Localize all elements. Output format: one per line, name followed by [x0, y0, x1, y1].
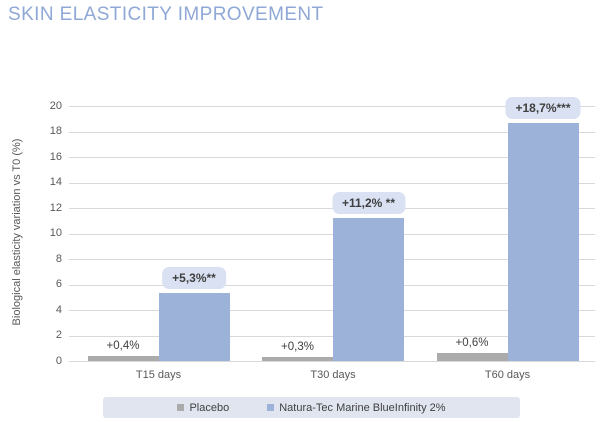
legend-label-product: Natura-Tec Marine BlueInfinity 2%: [279, 401, 446, 414]
product-value-badge-t15: +5,3%**: [162, 267, 226, 290]
y-tick-label-10: 10: [49, 227, 62, 239]
legend-item-product: Natura-Tec Marine BlueInfinity 2%: [267, 401, 446, 414]
y-tick-label-12: 12: [49, 201, 62, 214]
gridline-10: [69, 233, 595, 235]
y-tick-label-20: 20: [49, 99, 62, 112]
placebo-value-label-t15: +0,4%: [106, 339, 140, 352]
bar-product-t15: [158, 293, 230, 361]
legend-swatch-product: [267, 404, 275, 411]
x-category-label: T30 days: [310, 369, 356, 381]
x-category-label: T60 days: [484, 369, 531, 381]
y-tick-label-18: 18: [49, 125, 62, 137]
bar-placebo-t30: [262, 357, 333, 361]
y-axis-title: Biological elasticity variation vs T0 (%…: [11, 138, 23, 326]
legend-swatch-placebo: [177, 404, 185, 411]
plot-area: +0,4% +5,3%** +0,3% +11,2% ** +0,6% +18,7%***: [69, 96, 595, 362]
product-value-badge-t60: +18,7%***: [505, 96, 581, 119]
legend-label-placebo: Placebo: [189, 401, 230, 414]
gridline-18: [69, 131, 595, 133]
placebo-value-label-t60: +0,6%: [455, 337, 489, 350]
gridline-14: [69, 182, 595, 184]
gridline-4: [69, 310, 595, 311]
y-tick-label-4: 4: [55, 303, 62, 316]
gridline-8: [69, 259, 595, 260]
gridline-2: [69, 335, 595, 337]
legend: Placebo Natura-Tec Marine BlueInfinity 2…: [103, 397, 520, 418]
gridline-6: [69, 284, 595, 286]
y-tick-label-0: 0: [55, 354, 62, 367]
gridline-20: [69, 106, 595, 107]
gridline-0: [69, 361, 595, 362]
legend-item-placebo: Placebo: [177, 402, 229, 414]
y-tick-label-8: 8: [55, 252, 62, 265]
y-tick-label-2: 2: [55, 329, 62, 341]
placebo-value-label-t30: +0,3%: [281, 341, 314, 354]
product-value-badge-t30: +11,2% **: [331, 192, 406, 215]
y-tick-label-14: 14: [49, 176, 62, 188]
y-tick-label-16: 16: [49, 150, 62, 163]
y-tick-label-6: 6: [55, 278, 62, 290]
chart-title: SKIN ELASTICITY IMPROVEMENT: [8, 4, 324, 25]
bar-placebo-t15: [87, 355, 159, 361]
gridline-16: [69, 157, 595, 158]
bar-placebo-t60: [436, 353, 508, 361]
bar-product-t60: [507, 122, 579, 361]
bar-product-t30: [333, 218, 404, 361]
x-category-label: T15 days: [135, 369, 182, 381]
